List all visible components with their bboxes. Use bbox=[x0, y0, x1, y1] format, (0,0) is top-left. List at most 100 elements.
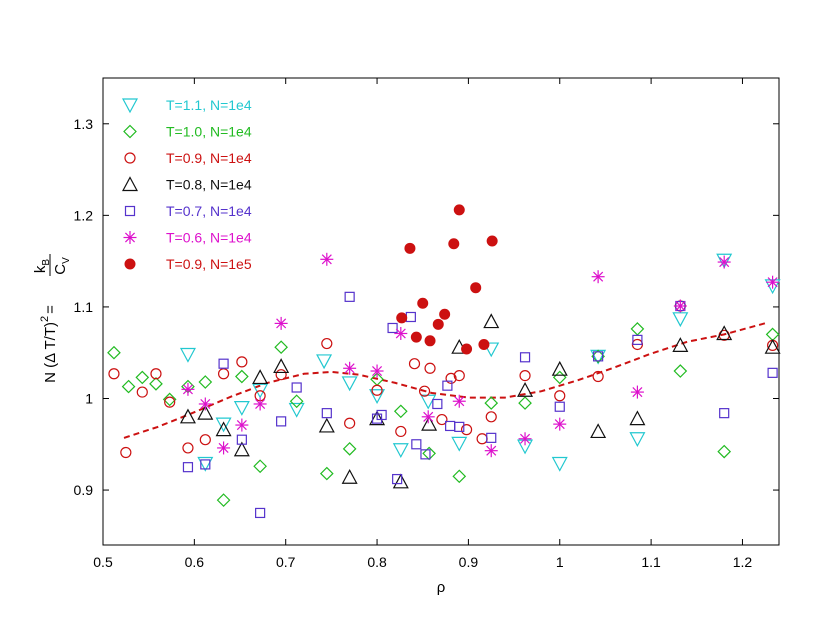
data-point-series-3 bbox=[108, 368, 120, 380]
data-point-series-6 bbox=[630, 385, 644, 399]
legend-label: T=0.7, N=1e4 bbox=[166, 203, 252, 219]
data-point-series-1 bbox=[672, 312, 689, 328]
data-point-series-2 bbox=[289, 394, 304, 409]
data-point-series-7 bbox=[439, 308, 451, 320]
plot-frame bbox=[102, 77, 780, 546]
data-point-series-1 bbox=[716, 253, 733, 269]
data-point-series-4 bbox=[716, 325, 733, 341]
data-point-series-5 bbox=[276, 416, 287, 427]
x-tick-label: 0.7 bbox=[276, 554, 296, 570]
data-point-series-3 bbox=[321, 337, 333, 350]
legend-label: T=1.0, N=1e4 bbox=[166, 124, 252, 140]
data-point-series-2 bbox=[422, 446, 436, 461]
data-point-series-3 bbox=[150, 368, 162, 380]
data-point-series-7 bbox=[448, 238, 460, 250]
data-point-series-2 bbox=[393, 404, 408, 419]
data-point-series-2 bbox=[216, 493, 231, 507]
data-point-series-5 bbox=[442, 380, 453, 391]
data-point-series-6 bbox=[484, 444, 498, 458]
data-point-series-3 bbox=[371, 384, 383, 396]
y-label-denominator: C bbox=[52, 264, 69, 275]
data-point-series-5 bbox=[420, 449, 431, 460]
data-point-series-3 bbox=[436, 413, 448, 426]
data-point-series-2 bbox=[717, 444, 732, 459]
legend-label: T=0.9, N=1e5 bbox=[166, 256, 252, 272]
trend-line-group bbox=[123, 321, 769, 439]
data-markers bbox=[107, 204, 781, 519]
data-point-series-5 bbox=[236, 434, 247, 445]
data-point-series-2 bbox=[673, 364, 688, 378]
data-point-series-5 bbox=[182, 462, 194, 473]
data-point-series-2 bbox=[274, 340, 288, 355]
legend-label: T=0.8, N=1e4 bbox=[166, 177, 252, 193]
data-point-series-3 bbox=[344, 417, 356, 429]
data-point-series-6 bbox=[518, 432, 532, 446]
data-point-series-1 bbox=[483, 342, 500, 358]
data-point-series-5 bbox=[405, 311, 416, 323]
svg-text:N (Δ T/T)2=: N (Δ T/T)2 = bbox=[39, 305, 59, 383]
x-tick-label: 0.6 bbox=[185, 554, 205, 570]
data-point-series-7 bbox=[453, 204, 465, 216]
data-point-series-3 bbox=[236, 356, 248, 368]
data-point-series-1 bbox=[369, 389, 386, 405]
y-tick-label: 1.2 bbox=[74, 207, 94, 223]
data-point-series-6 bbox=[343, 361, 357, 375]
y-axis-ticks: 0.9 1 1.1 1.2 1.3 bbox=[74, 116, 779, 498]
data-point-series-5 bbox=[767, 367, 778, 378]
data-point-series-4 bbox=[517, 381, 534, 397]
legend-marker bbox=[121, 176, 139, 192]
data-point-series-4 bbox=[318, 417, 335, 433]
data-point-series-6 bbox=[766, 275, 780, 289]
data-point-series-2 bbox=[135, 370, 150, 385]
legend: T=1.1, N=1e4 T=1.0, N=1e4 T=0.9, N=1e4 T=0.… bbox=[121, 97, 252, 272]
legend-item: T=0.6, N=1e4 bbox=[123, 230, 252, 246]
data-point-series-5 bbox=[344, 291, 355, 302]
data-point-series-4 bbox=[341, 468, 358, 484]
data-point-series-1 bbox=[288, 402, 305, 418]
legend-marker bbox=[121, 98, 139, 114]
data-point-series-1 bbox=[551, 456, 568, 472]
data-point-series-4 bbox=[215, 421, 232, 437]
legend-item: T=1.1, N=1e4 bbox=[121, 97, 252, 114]
data-point-series-6 bbox=[320, 252, 334, 266]
data-point-series-3 bbox=[182, 442, 194, 454]
x-axis-ticks: 0.5 0.6 0.7 0.8 0.9 1 1.1 1.2 bbox=[93, 78, 752, 570]
trend-line bbox=[123, 321, 769, 439]
svg-text:CV: CV bbox=[52, 257, 72, 275]
data-point-series-4 bbox=[421, 415, 438, 431]
data-point-series-2 bbox=[452, 469, 467, 484]
data-point-series-6 bbox=[452, 394, 466, 408]
data-point-series-6 bbox=[421, 410, 435, 424]
legend-marker bbox=[124, 258, 136, 270]
data-point-series-7 bbox=[478, 338, 490, 350]
data-point-series-4 bbox=[551, 360, 568, 376]
data-point-series-5 bbox=[519, 352, 531, 363]
data-point-series-7 bbox=[470, 282, 482, 294]
data-point-series-6 bbox=[673, 299, 687, 313]
data-point-series-5 bbox=[632, 334, 643, 345]
data-point-series-5 bbox=[486, 432, 497, 443]
y-label-exponent: 2 bbox=[39, 316, 51, 322]
y-tick-label: 1.1 bbox=[74, 299, 94, 315]
data-point-series-2 bbox=[552, 370, 567, 385]
data-point-series-6 bbox=[370, 364, 384, 378]
data-point-series-3 bbox=[120, 446, 132, 459]
y-tick-label: 0.9 bbox=[74, 482, 94, 498]
data-point-series-7 bbox=[486, 235, 498, 247]
y-tick-label: 1.3 bbox=[74, 116, 94, 132]
data-point-series-2 bbox=[319, 466, 334, 481]
data-point-series-3 bbox=[136, 386, 148, 398]
data-point-series-3 bbox=[199, 434, 211, 446]
data-point-series-2 bbox=[149, 376, 163, 391]
data-point-series-5 bbox=[392, 473, 403, 485]
data-point-series-5 bbox=[376, 409, 387, 421]
data-point-series-5 bbox=[255, 507, 266, 519]
data-point-series-1 bbox=[215, 417, 232, 433]
data-point-series-7 bbox=[461, 343, 473, 355]
data-point-series-3 bbox=[476, 433, 488, 445]
data-point-series-6 bbox=[717, 255, 731, 269]
legend-item: T=0.9, N=1e5 bbox=[124, 256, 252, 272]
data-point-series-1 bbox=[316, 354, 333, 370]
legend-label: T=1.1, N=1e4 bbox=[166, 97, 252, 113]
